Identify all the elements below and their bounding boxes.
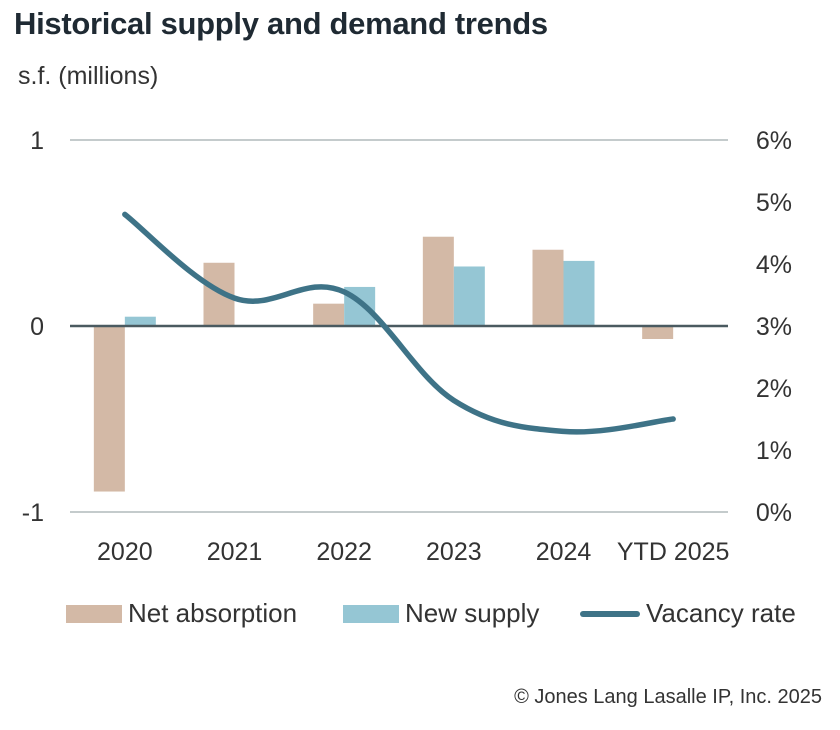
bar-net-absorption (93, 326, 125, 492)
legend-label-new-supply: New supply (405, 598, 540, 628)
legend-swatch-net-absorption (66, 604, 122, 623)
x-tick-label: 2020 (97, 538, 153, 566)
chart-title: Historical supply and demand trends (14, 6, 548, 41)
x-tick-label: 2023 (426, 538, 482, 566)
y-tick-label-right: 0% (756, 499, 792, 527)
x-tick-label: YTD 2025 (617, 538, 730, 566)
y-tick-label-right: 5% (756, 189, 792, 217)
legend-item-new-supply: New supply (343, 598, 539, 629)
x-tick-label: 2024 (536, 538, 592, 566)
y-tick-label-left: -1 (22, 499, 44, 527)
x-tick-label: 2021 (207, 538, 263, 566)
y-tick-label-right: 3% (756, 313, 792, 341)
y-tick-label-right: 1% (756, 437, 792, 465)
legend-item-net-absorption: Net absorption (66, 598, 297, 629)
bar-net-absorption (642, 326, 674, 340)
legend-label-net-absorption: Net absorption (128, 598, 298, 628)
y-tick-label-left: 0 (30, 313, 44, 341)
bar-net-absorption (313, 303, 345, 326)
bar-new-supply (453, 266, 485, 326)
legend-line-vacancy-rate (580, 610, 640, 617)
chart-subtitle: s.f. (millions) (18, 62, 159, 90)
legend-swatch-new-supply (343, 604, 399, 623)
legend-item-vacancy-rate: Vacancy rate (580, 598, 796, 629)
y-tick-label-right: 6% (756, 127, 792, 155)
bar-net-absorption (532, 249, 564, 326)
chart-legend: Net absorption New supply Vacancy rate (0, 598, 840, 638)
bar-new-supply (563, 260, 595, 326)
y-tick-label-left: 1 (30, 127, 44, 155)
chart-svg: 1 0 -1 6% 5% 4% 3% 2% 1% 0% 2020 2021 2022 2023 2024 YT… (22, 127, 792, 566)
bar-new-supply (124, 316, 156, 326)
vacancy-rate-line (122, 211, 676, 435)
bar-net-absorption (422, 236, 454, 326)
copyright-footer: © Jones Lang Lasalle IP, Inc. 2025 (514, 686, 822, 708)
y-tick-label-right: 2% (756, 375, 792, 403)
x-tick-label: 2022 (316, 538, 372, 566)
legend-label-vacancy-rate: Vacancy rate (646, 598, 796, 628)
y-tick-label-right: 4% (756, 251, 792, 279)
